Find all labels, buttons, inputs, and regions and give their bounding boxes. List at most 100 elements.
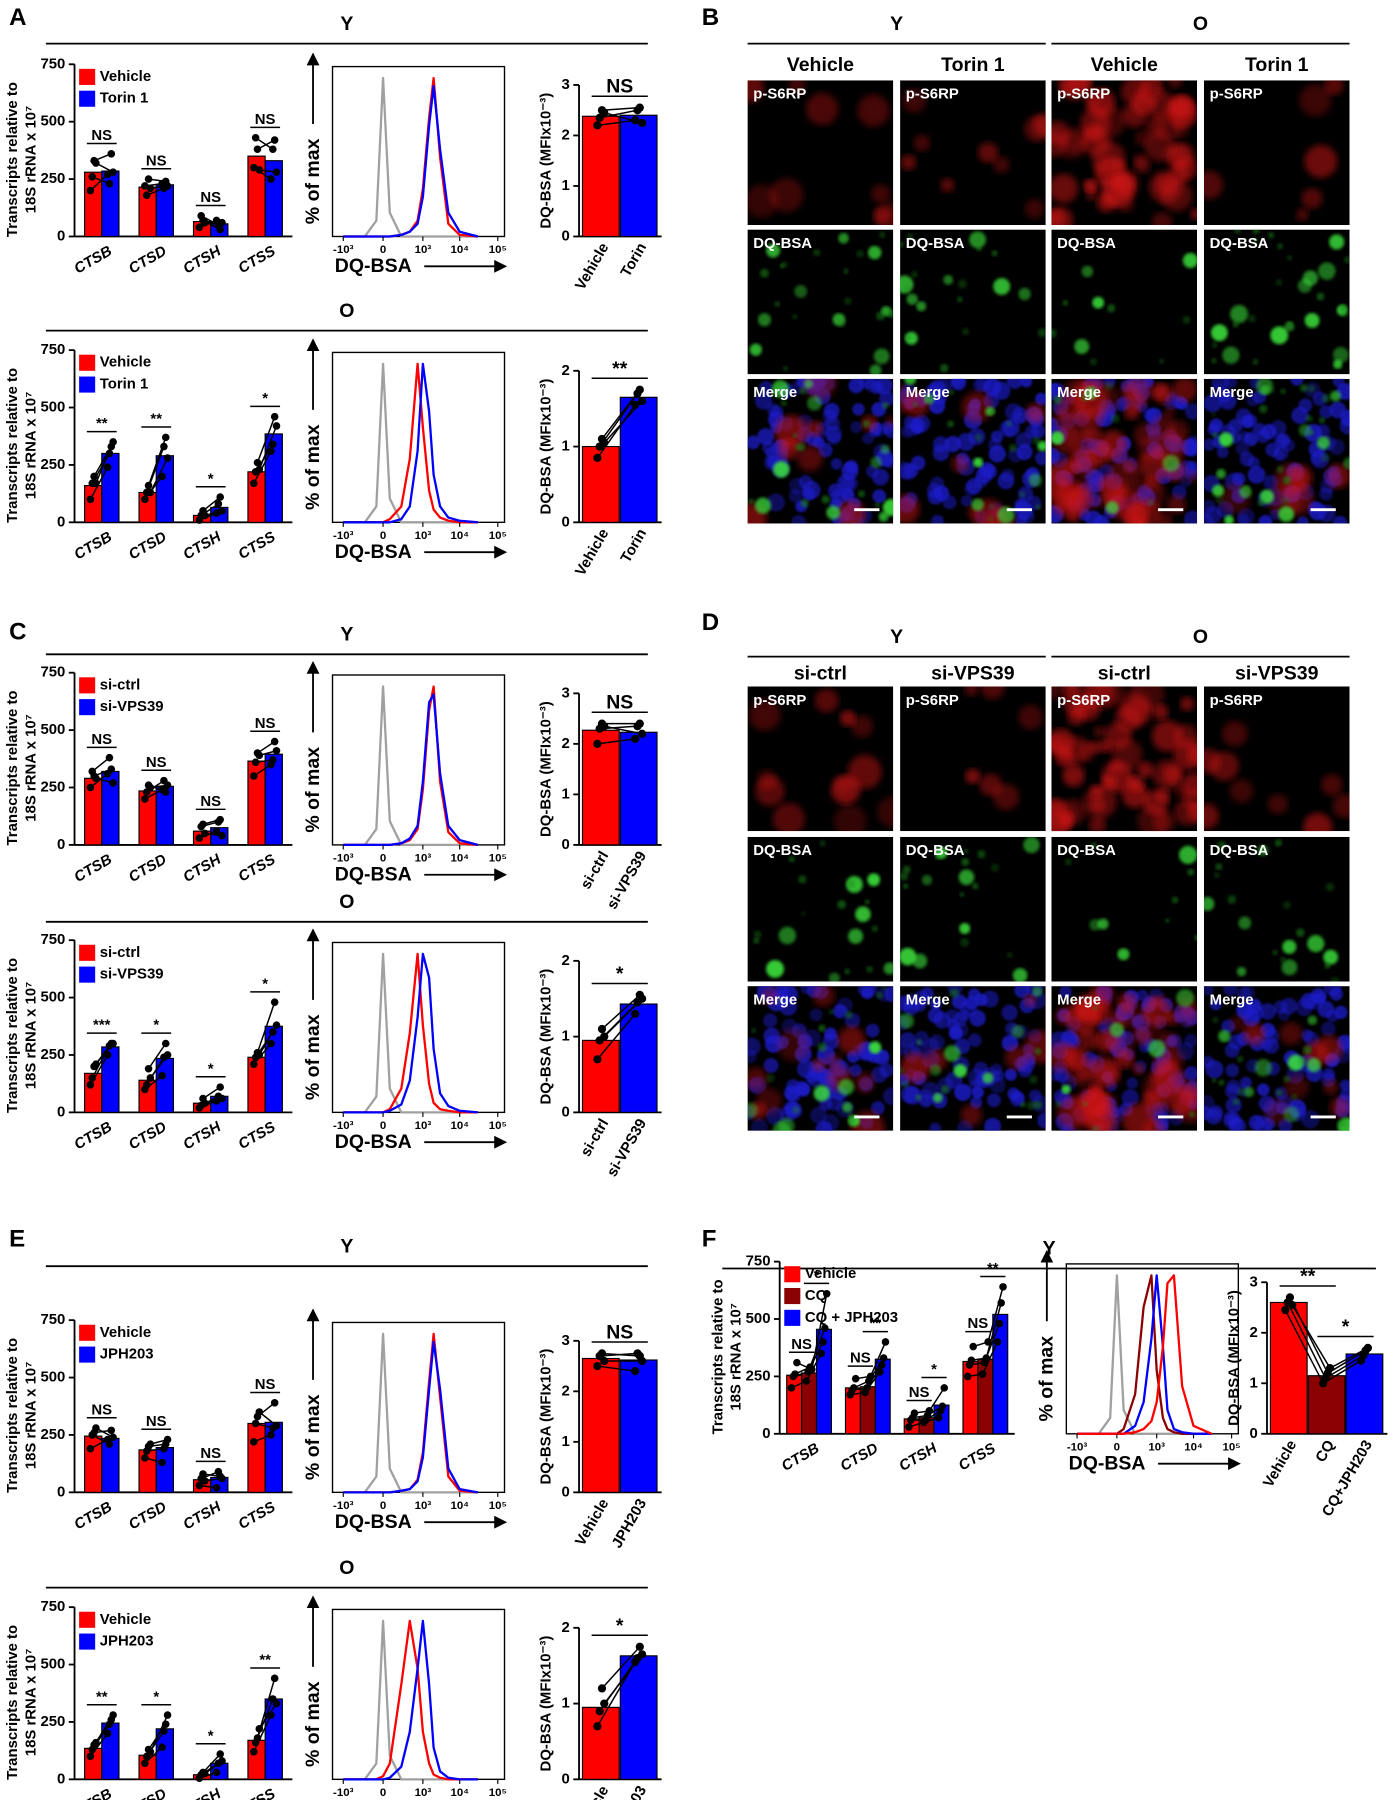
micrograph-signal [1063, 420, 1091, 448]
micrograph-signal [778, 438, 800, 460]
micrograph-signal [1210, 324, 1228, 342]
data-point [267, 1431, 275, 1439]
bar [619, 396, 658, 523]
y-tick-label: 500 [746, 1311, 771, 1327]
y-tick-label: 3 [562, 77, 570, 93]
micrograph-signal [1257, 844, 1269, 856]
micrograph-signal [942, 495, 957, 510]
data-point [160, 442, 168, 451]
data-point [201, 1099, 209, 1107]
data-point [631, 1366, 640, 1376]
x-tick-label: 10⁴ [1184, 1442, 1203, 1454]
data-point [255, 166, 264, 174]
significance-label: * [208, 471, 214, 487]
micrograph-signal [1203, 499, 1216, 514]
micrograph-signal [1151, 720, 1184, 752]
micrograph-signal [1163, 143, 1188, 168]
significance-label: * [931, 1362, 937, 1378]
micrograph-signal [747, 435, 761, 450]
x-axis-label: DQ-BSA [335, 1511, 412, 1533]
channel-label: Merge [753, 992, 797, 1008]
data-point [593, 739, 602, 749]
micrograph-signal [763, 1057, 779, 1073]
micrograph-signal [1326, 463, 1350, 489]
micrograph-signal [1020, 1102, 1026, 1108]
micrograph-signal [865, 1023, 880, 1038]
channel-label: DQ-BSA [1057, 843, 1116, 859]
micrograph-signal [1218, 1030, 1231, 1043]
micrograph-signal [900, 1085, 919, 1104]
legend-swatch [79, 376, 96, 393]
data-point [635, 1642, 644, 1651]
micrograph-signal [945, 1009, 959, 1023]
data-point [218, 218, 226, 227]
micrograph-signal [1051, 1042, 1077, 1072]
data-point [86, 783, 95, 792]
micrograph-signal [830, 458, 843, 470]
micrograph-signal [877, 796, 894, 828]
micrograph-signal [1237, 311, 1245, 319]
micrograph-signal [1339, 309, 1349, 319]
data-point [255, 751, 264, 760]
y-axis-label: DQ-BSA (MFIx10⁻³) [538, 969, 554, 1105]
channel-label: Merge [1057, 992, 1101, 1008]
micrograph-signal [904, 285, 910, 291]
micrograph-signal [1215, 863, 1223, 871]
micrograph-signal [900, 1013, 904, 1020]
micrograph-signal [777, 1028, 810, 1062]
micrograph-signal [990, 863, 999, 872]
data-point [141, 1759, 149, 1768]
micrograph-signal [1211, 358, 1217, 364]
micrograph-signal [1301, 187, 1323, 209]
x-tick-label: CTSD [126, 243, 169, 277]
micrograph-signal [1051, 798, 1065, 816]
micrograph-signal [753, 930, 762, 939]
x-tick-label: CTSB [72, 243, 115, 277]
micrograph-signal [1151, 212, 1173, 226]
micrograph-signal [1225, 1063, 1240, 1078]
data-point [863, 1384, 871, 1392]
micrograph-signal [931, 514, 944, 524]
micrograph-signal [772, 802, 805, 832]
micrograph-signal [1263, 474, 1279, 491]
x-tick-label: 10⁴ [450, 530, 469, 542]
data-point [787, 1384, 796, 1392]
micrograph-signal [1329, 1097, 1350, 1118]
micrograph-signal [1152, 759, 1184, 791]
micrograph-signal [1306, 1057, 1322, 1073]
data-point [593, 1055, 602, 1064]
bar [992, 1313, 1009, 1435]
micrograph-signal [1057, 487, 1088, 519]
data-point [212, 827, 221, 835]
micrograph-signal [1159, 358, 1165, 364]
micrograph-signal [1001, 1004, 1018, 1021]
significance-label: * [814, 1268, 820, 1284]
data-point [109, 779, 117, 787]
paired-line [1291, 1304, 1331, 1369]
micrograph-signal [990, 1063, 1003, 1076]
data-point [253, 458, 262, 467]
micrograph-signal [802, 480, 821, 500]
micrograph-signal [786, 1088, 801, 1103]
significance-label: ** [987, 1261, 999, 1277]
data-point [105, 179, 114, 188]
micrograph-signal [1229, 1015, 1247, 1033]
x-tick-label: CTSH [181, 243, 225, 278]
y-tick-label: 2 [562, 363, 570, 379]
y-tick-label: 750 [40, 56, 65, 72]
micrograph-signal [961, 391, 993, 423]
micrograph-signal [778, 926, 797, 945]
micrograph-signal [1332, 515, 1348, 524]
micrograph-signal [796, 1082, 811, 1097]
y-tick-label: 250 [40, 779, 65, 795]
significance-label: NS [200, 794, 221, 810]
legend-swatch [784, 1288, 801, 1305]
data-point [967, 1356, 976, 1365]
micrograph: Merge [747, 378, 894, 524]
data-point [144, 1064, 153, 1073]
micrograph-signal [1303, 812, 1333, 832]
column-label: Vehicle [787, 54, 854, 76]
micrograph-signal [910, 455, 926, 471]
micrograph-signal [813, 1085, 830, 1102]
x-tick-label: -10³ [333, 530, 354, 542]
